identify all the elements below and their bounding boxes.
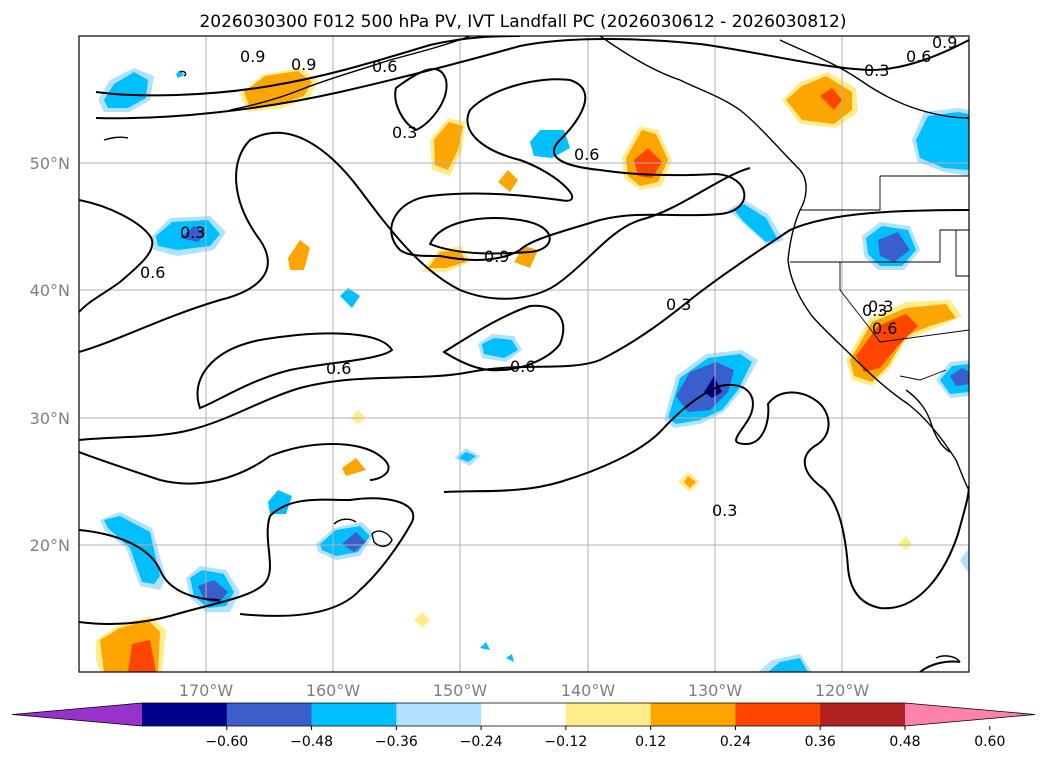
figure-title: 2026030300 F012 500 hPa PV, IVT Landfall…	[199, 12, 846, 32]
colorbar-tick-label: −0.48	[290, 734, 333, 750]
contour-label: 0.6	[140, 263, 165, 282]
colorbar-outline	[11, 702, 1036, 727]
contour-label: 0.6	[906, 47, 931, 66]
map-frame	[78, 35, 970, 673]
colorbar-segment	[650, 703, 736, 726]
colorbar-tick-label: 0.60	[974, 734, 1005, 750]
colorbar-segment	[565, 703, 652, 726]
contour-label: 0.3	[862, 301, 887, 320]
contour-label: 0.3	[868, 297, 893, 316]
colorbar-segment	[226, 703, 313, 726]
contour-label: 0.3	[392, 123, 417, 142]
colorbar-tick-label: −0.36	[375, 734, 418, 750]
colorbar-segment	[735, 703, 821, 726]
colorbar-segment	[820, 703, 906, 726]
pv-contours	[79, 36, 969, 672]
coastlines	[103, 36, 969, 663]
colorbar-tick-label: 0.12	[635, 734, 666, 750]
lon-tick-label: 170°W	[179, 681, 234, 700]
lon-tick-label: 130°W	[688, 681, 743, 700]
lat-tick-label: 20°N	[30, 536, 70, 555]
contour-label: 0.6	[326, 359, 351, 378]
colorbar-segment	[481, 703, 567, 726]
contour-label: 0.6	[372, 57, 397, 76]
contour-label: 0.9	[932, 33, 957, 52]
lat-tick-label: 50°N	[30, 154, 70, 173]
lon-tick-label: 120°W	[815, 681, 870, 700]
contour-label: 0.3	[712, 501, 737, 520]
lat-tick-label: 40°N	[30, 281, 70, 300]
contour-label: 0.9	[240, 47, 265, 66]
longitude-labels: 170°W 160°W 150°W 140°W 130°W 120°W	[179, 681, 870, 700]
colorbar-tick-label: 0.36	[805, 734, 836, 750]
contour-label: 0.9	[291, 55, 316, 74]
colorbar-tick-label: 0.24	[720, 734, 751, 750]
lon-tick-label: 150°W	[433, 681, 488, 700]
contour-label: 0.3	[180, 223, 205, 242]
contour-label: 0.6	[510, 357, 535, 376]
colorbar-extend-low	[12, 703, 142, 726]
contour-label: 0.3	[864, 61, 889, 80]
political-borders	[790, 175, 969, 381]
contour-label: 0.9	[484, 247, 509, 266]
latitude-labels: 50°N 40°N 30°N 20°N	[30, 154, 70, 555]
contour-labels: 0.9 0.9 0.6 0.3 0.6 0.9 0.3 0.6 0.6 0.6 …	[140, 33, 957, 520]
colorbar-segment	[142, 703, 228, 726]
colorbar-tick-label: −0.12	[544, 734, 587, 750]
lon-tick-label: 140°W	[561, 681, 616, 700]
contour-label: 0.3	[666, 295, 691, 314]
colorbar: −0.60 −0.48 −0.36 −0.24 −0.12 0.12 0.24 0.36 0.4…	[11, 702, 1036, 750]
contour-label: 0.6	[574, 145, 599, 164]
contour-label: 0.6	[872, 319, 897, 338]
lon-tick-label: 160°W	[306, 681, 361, 700]
lat-tick-label: 30°N	[30, 409, 70, 428]
colorbar-tick-label: 0.48	[889, 734, 920, 750]
map-panel: 0.9 0.9 0.6 0.3 0.6 0.9 0.3 0.6 0.6 0.6 …	[79, 33, 969, 672]
colorbar-segment	[396, 703, 482, 726]
colorbar-tick-label: −0.24	[460, 734, 503, 750]
colorbar-segment	[311, 703, 397, 726]
colorbar-tick-label: −0.60	[205, 734, 248, 750]
colorbar-extend-high	[905, 703, 1035, 726]
graticule	[79, 36, 969, 672]
